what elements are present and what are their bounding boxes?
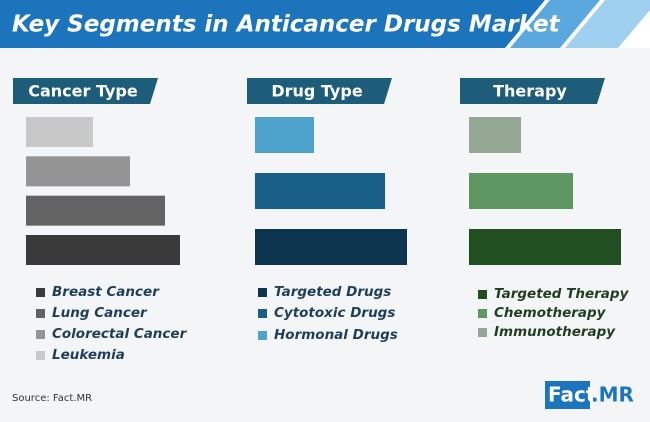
source: Source: Fact.MR	[12, 393, 92, 404]
bar	[26, 195, 165, 226]
bar	[26, 235, 180, 265]
legend-label: Targeted Therapy	[494, 286, 630, 302]
bar	[26, 156, 130, 187]
legend-label: Immunotherapy	[494, 324, 616, 340]
bar	[469, 173, 573, 209]
panel-header	[460, 78, 605, 104]
title: Key Segments in Anticancer Drugs Market	[12, 12, 561, 38]
legend-swatch	[258, 288, 267, 297]
legend-label: Leukemia	[52, 347, 125, 363]
bar	[26, 117, 93, 147]
legend-label: Colorectal Cancer	[52, 326, 188, 342]
legend-swatch	[36, 351, 45, 360]
logo-right: .MR	[591, 383, 634, 407]
bar	[469, 229, 621, 265]
legend-swatch	[478, 290, 487, 299]
legend-swatch	[36, 309, 45, 318]
bar	[255, 229, 407, 265]
bar	[255, 173, 385, 209]
legend-swatch	[36, 330, 45, 339]
legend-label: Targeted Drugs	[274, 284, 391, 300]
bar	[255, 117, 314, 153]
header-stripe	[510, 0, 600, 48]
legend-label: Breast Cancer	[52, 284, 160, 300]
panel-title: Drug Type	[271, 82, 362, 101]
panel-header	[13, 78, 158, 104]
panel-header	[247, 78, 392, 104]
legend-swatch	[478, 309, 487, 318]
legend-label: Hormonal Drugs	[274, 327, 398, 343]
legend-swatch	[478, 328, 487, 337]
panel-title: Therapy	[493, 82, 567, 101]
legend-swatch	[36, 288, 45, 297]
legend-label: Cytotoxic Drugs	[274, 305, 395, 321]
legend-label: Lung Cancer	[52, 305, 148, 321]
panel-title: Cancer Type	[28, 82, 138, 101]
logo-box	[545, 381, 590, 409]
legend-label: Chemotherapy	[494, 305, 607, 321]
legend-swatch	[258, 331, 267, 340]
legend-swatch	[258, 309, 267, 318]
bar	[469, 117, 521, 153]
header-banner	[0, 0, 545, 48]
header-stripe	[565, 0, 650, 48]
logo-left: Fact	[548, 383, 596, 407]
